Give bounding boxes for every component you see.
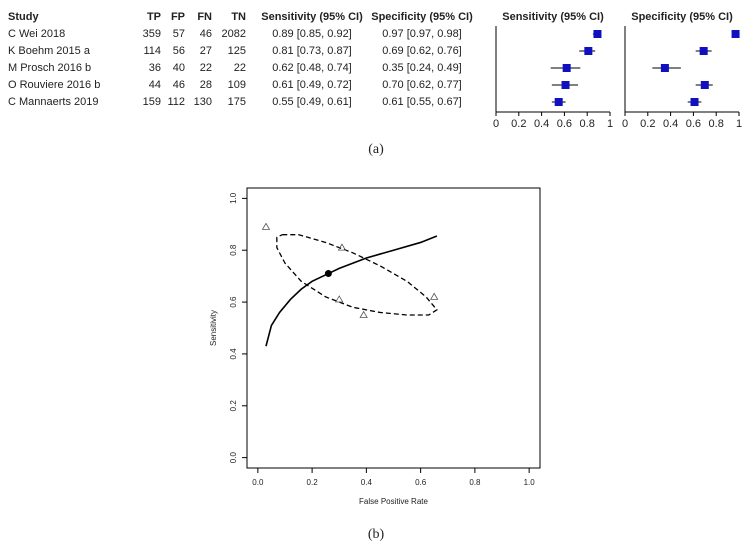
- tick-label: 1: [607, 118, 613, 130]
- x-tick-label: 0.0: [252, 478, 264, 487]
- tick-label: 0: [622, 118, 628, 130]
- count-cell: 56: [173, 45, 185, 57]
- count-cell: 114: [143, 45, 161, 57]
- specificity-ci: 0.70 [0.62, 0.77]: [382, 79, 462, 91]
- count-cell: 57: [173, 28, 185, 40]
- column-header: TN: [231, 11, 246, 23]
- x-tick-label: 0.2: [307, 478, 319, 487]
- tick-label: 0.4: [534, 118, 549, 130]
- count-cell: 40: [173, 62, 185, 74]
- point-estimate: [554, 98, 563, 106]
- plot-frame: [246, 187, 541, 469]
- column-header: Specificity (95% CI): [631, 11, 733, 23]
- study-name: K Boehm 2015 a: [8, 45, 91, 57]
- count-cell: 28: [200, 79, 212, 91]
- count-cell: 22: [200, 62, 212, 74]
- count-cell: 125: [228, 45, 246, 57]
- y-tick-label: 0.4: [229, 348, 238, 360]
- study-point: [261, 222, 271, 230]
- point-estimate: [584, 47, 593, 55]
- study-point: [429, 292, 439, 300]
- point-estimate: [731, 30, 740, 38]
- y-axis-label: Sensitivity: [209, 310, 218, 346]
- point-estimate: [699, 47, 708, 55]
- tick-label: 1: [736, 118, 742, 130]
- count-cell: 44: [149, 79, 161, 91]
- count-cell: 46: [173, 79, 185, 91]
- sensitivity-ci: 0.89 [0.85, 0.92]: [272, 28, 352, 40]
- y-tick-label: 0.0: [229, 452, 238, 464]
- column-header: FN: [197, 11, 212, 23]
- x-tick-label: 0.4: [361, 478, 373, 487]
- sroc-curve: [265, 235, 438, 347]
- column-header: TP: [147, 11, 161, 23]
- tick-label: 0: [493, 118, 499, 130]
- count-cell: 175: [228, 96, 246, 108]
- study-name: C Wei 2018: [8, 28, 65, 40]
- x-tick-label: 0.8: [469, 478, 481, 487]
- count-cell: 27: [200, 45, 212, 57]
- count-cell: 2082: [222, 28, 246, 40]
- column-header: Sensitivity (95% CI): [261, 11, 363, 23]
- x-axis-label: False Positive Rate: [359, 497, 428, 506]
- x-tick-label: 1.0: [524, 478, 536, 487]
- tick-label: 0.6: [686, 118, 701, 130]
- count-cell: 22: [234, 62, 246, 74]
- count-cell: 36: [149, 62, 161, 74]
- tick-label: 0.6: [557, 118, 572, 130]
- tick-label: 0.8: [709, 118, 724, 130]
- column-header: FP: [171, 11, 185, 23]
- column-header: Sensitivity (95% CI): [502, 11, 604, 23]
- study-name: O Rouviere 2016 b: [8, 79, 100, 91]
- count-cell: 109: [228, 79, 246, 91]
- tick-label: 0.2: [511, 118, 526, 130]
- study-point: [337, 243, 347, 251]
- count-cell: 46: [200, 28, 212, 40]
- x-tick-label: 0.6: [415, 478, 427, 487]
- point-estimate: [660, 64, 669, 72]
- study-name: C Mannaerts 2019: [8, 96, 99, 108]
- summary-point: [324, 270, 332, 278]
- tick-label: 0.2: [640, 118, 655, 130]
- specificity-ci: 0.97 [0.97, 0.98]: [382, 28, 462, 40]
- sensitivity-ci: 0.61 [0.49, 0.72]: [272, 79, 352, 91]
- tick-label: 0.8: [580, 118, 595, 130]
- point-estimate: [561, 81, 570, 89]
- tick-label: 0.4: [663, 118, 678, 130]
- y-tick-label: 0.8: [229, 244, 238, 256]
- study-name: M Prosch 2016 b: [8, 62, 91, 74]
- confidence-region: [276, 234, 438, 316]
- point-estimate: [593, 30, 602, 38]
- count-cell: 130: [194, 96, 212, 108]
- sensitivity-ci: 0.62 [0.48, 0.74]: [272, 62, 352, 74]
- specificity-ci: 0.61 [0.55, 0.67]: [382, 96, 462, 108]
- specificity-ci: 0.35 [0.24, 0.49]: [382, 62, 462, 74]
- panel-label: (a): [368, 142, 384, 157]
- y-tick-label: 0.6: [229, 296, 238, 308]
- study-point: [359, 310, 368, 318]
- count-cell: 359: [143, 28, 161, 40]
- sensitivity-ci: 0.81 [0.73, 0.87]: [272, 45, 352, 57]
- specificity-ci: 0.69 [0.62, 0.76]: [382, 45, 462, 57]
- count-cell: 159: [143, 96, 161, 108]
- panel-label: (b): [368, 527, 385, 542]
- point-estimate: [690, 98, 699, 106]
- y-tick-label: 1.0: [229, 192, 238, 204]
- sensitivity-ci: 0.55 [0.49, 0.61]: [272, 96, 352, 108]
- point-estimate: [700, 81, 709, 89]
- column-header: Study: [8, 11, 39, 23]
- column-header: Specificity (95% CI): [371, 11, 473, 23]
- count-cell: 112: [167, 96, 185, 108]
- point-estimate: [562, 64, 571, 72]
- y-tick-label: 0.2: [229, 400, 238, 412]
- study-point: [335, 295, 344, 303]
